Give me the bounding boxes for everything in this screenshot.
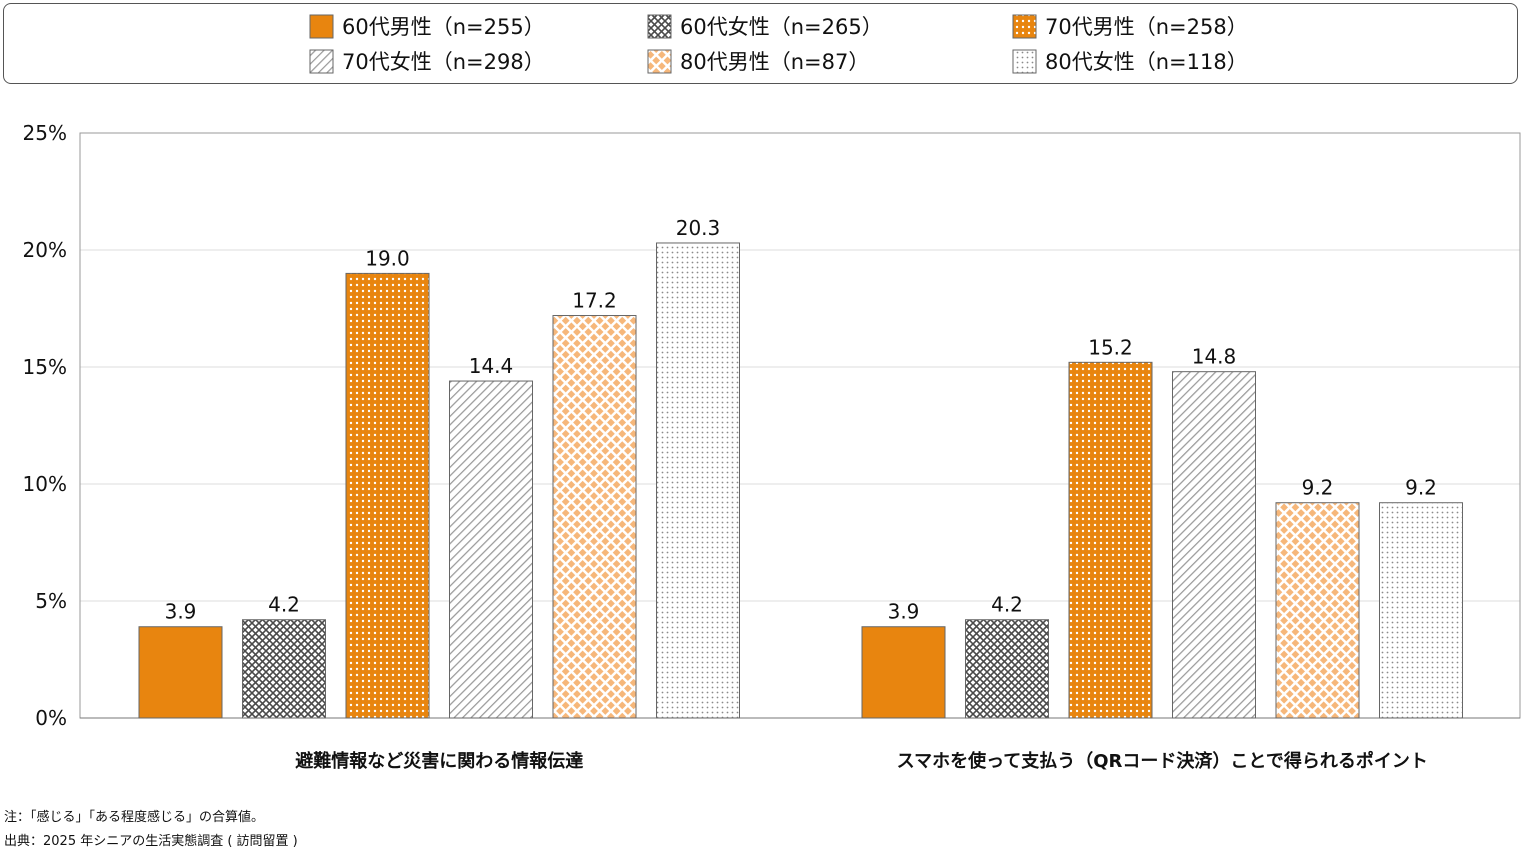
data-label: 17.2 <box>572 289 617 313</box>
legend-label: 70代女性（n=298） <box>342 50 545 74</box>
y-tick-label: 0% <box>35 706 67 730</box>
bar <box>861 626 946 719</box>
data-label: 3.9 <box>165 600 197 624</box>
bar <box>552 315 637 719</box>
data-label: 9.2 <box>1302 476 1334 500</box>
bar <box>1379 502 1463 719</box>
x-category-label: 避難情報など災害に関わる情報伝達 <box>295 750 583 772</box>
x-category-label: スマホを使って支払う（QRコード決済）ことで得られるポイント <box>897 750 1428 772</box>
legend-label: 60代女性（n=265） <box>680 15 883 39</box>
y-tick-label: 15% <box>23 355 67 379</box>
bar <box>1172 371 1256 719</box>
bar <box>656 242 740 719</box>
source-note: 出典：2025 年シニアの生活実態調査 ( 訪問留置 ) <box>4 834 298 849</box>
data-label: 20.3 <box>676 216 721 240</box>
data-label: 4.2 <box>991 593 1023 617</box>
y-tick-label: 25% <box>23 121 67 145</box>
data-label: 15.2 <box>1088 335 1133 359</box>
y-tick-label: 5% <box>35 589 67 613</box>
legend-label: 80代男性（n=87） <box>680 50 869 74</box>
y-tick-label: 20% <box>23 238 67 262</box>
legend-label: 80代女性（n=118） <box>1045 50 1248 74</box>
legend-swatch <box>1012 14 1037 39</box>
bar <box>242 619 326 719</box>
data-label: 14.4 <box>469 354 514 378</box>
legend <box>3 3 1518 84</box>
bar <box>1275 502 1360 719</box>
bar <box>449 380 533 719</box>
bar <box>345 272 430 719</box>
legend-swatch <box>647 14 672 39</box>
bar <box>1068 361 1153 719</box>
legend-swatch <box>309 49 334 74</box>
legend-label: 60代男性（n=255） <box>342 15 545 39</box>
footnote: 注：「感じる」「ある程度感じる」の合算値。 <box>4 810 265 825</box>
legend-swatch <box>1012 49 1037 74</box>
bar <box>138 626 223 719</box>
bar <box>965 619 1049 719</box>
data-label: 19.0 <box>365 246 410 270</box>
data-label: 4.2 <box>268 593 300 617</box>
data-label: 9.2 <box>1405 476 1437 500</box>
legend-swatch <box>647 49 672 74</box>
legend-swatch <box>309 14 334 39</box>
data-label: 3.9 <box>888 600 920 624</box>
y-tick-label: 10% <box>23 472 67 496</box>
data-label: 14.8 <box>1192 345 1237 369</box>
legend-label: 70代男性（n=258） <box>1045 15 1248 39</box>
